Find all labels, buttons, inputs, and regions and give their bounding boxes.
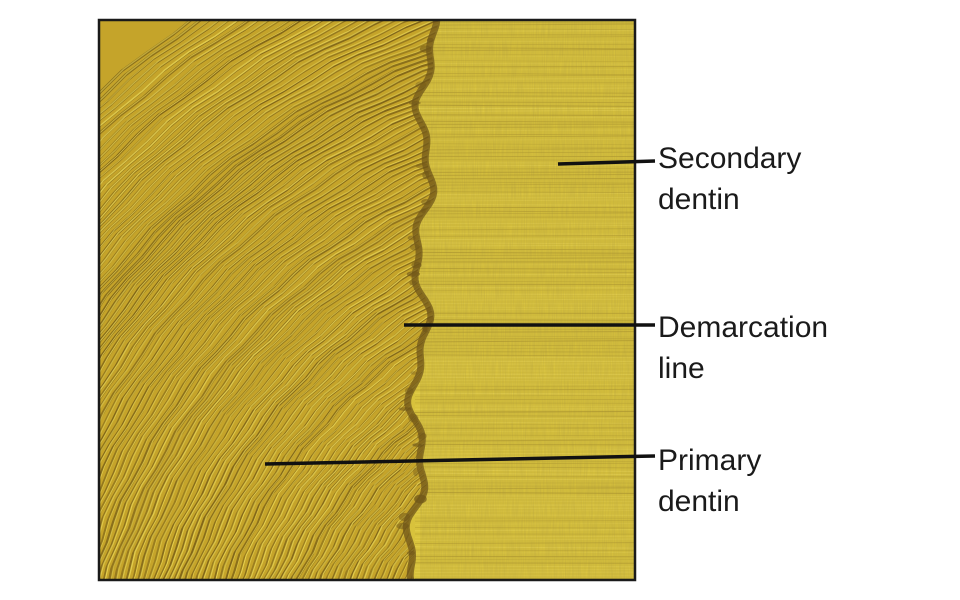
demarcation-line — [402, 20, 441, 580]
label-demarcation-line1: Demarcation — [658, 311, 829, 344]
label-primary-dentin-line2: dentin — [658, 485, 740, 518]
micrograph-frame — [97, 18, 637, 582]
label-demarcation-line: Demarcation line — [658, 307, 828, 389]
label-primary-dentin: Primary dentin — [658, 440, 761, 522]
label-primary-dentin-line1: Primary — [658, 444, 762, 477]
secondary-dentin-texture — [420, 20, 635, 580]
leader-line-secondary-dentin — [557, 159, 656, 166]
label-secondary-dentin-line1: Secondary — [658, 142, 802, 175]
label-secondary-dentin: Secondary dentin — [658, 138, 801, 220]
leader-line-primary-dentin — [264, 454, 656, 466]
label-secondary-dentin-line2: dentin — [658, 183, 740, 216]
label-demarcation-line2: line — [658, 352, 705, 385]
